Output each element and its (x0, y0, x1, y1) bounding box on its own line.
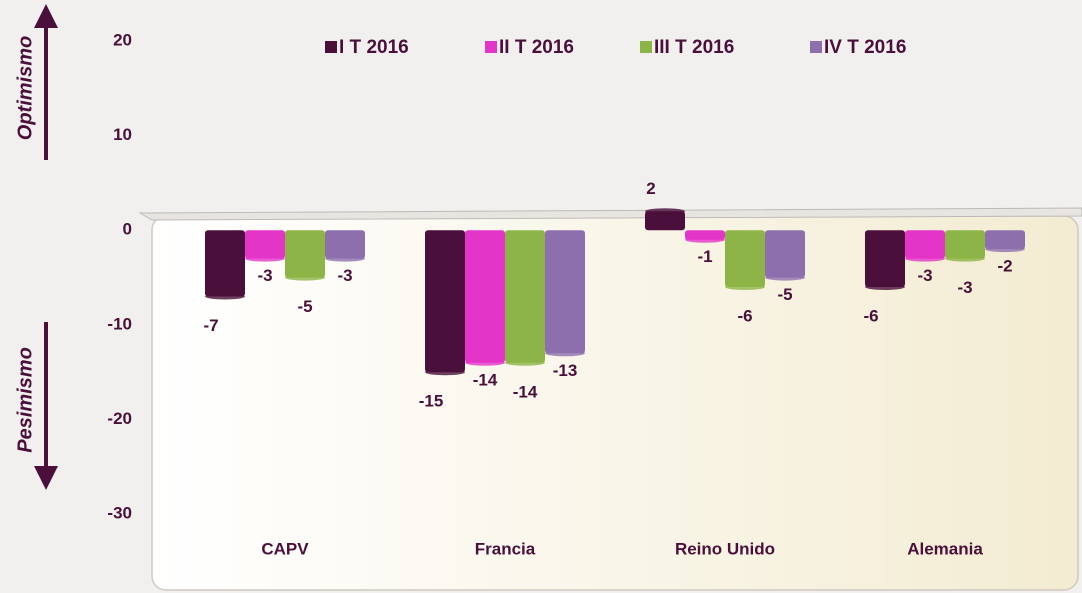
data-label: -14 (473, 370, 498, 389)
bar-end (645, 208, 685, 215)
legend-swatch (640, 41, 652, 53)
bar (465, 230, 505, 363)
x-tick-label: Alemania (907, 539, 983, 558)
data-label: -5 (777, 285, 792, 304)
bar-end (425, 369, 465, 376)
bar-end (985, 246, 1025, 253)
bar-end (865, 284, 905, 291)
data-label: -6 (737, 307, 752, 326)
data-label: -15 (419, 392, 444, 411)
x-tick-label: Francia (475, 539, 536, 558)
data-label: -3 (337, 266, 352, 285)
bar-end (765, 274, 805, 281)
legend-label: II T 2016 (499, 37, 574, 58)
y-tick-label: 10 (113, 125, 132, 144)
bar-end (285, 274, 325, 281)
legend-swatch (810, 41, 822, 53)
data-label: -3 (917, 266, 932, 285)
bar (905, 230, 945, 259)
bar (505, 230, 545, 363)
y-tick-label: -20 (107, 409, 132, 428)
legend-label: III T 2016 (654, 37, 734, 58)
x-tick-label: CAPV (261, 539, 309, 558)
bar-end (505, 359, 545, 366)
legend-label: IV T 2016 (824, 37, 906, 58)
data-label: -1 (697, 247, 712, 266)
bar (725, 230, 765, 288)
data-label: -6 (863, 307, 878, 326)
bar-end (685, 236, 725, 243)
y-tick-label: -10 (107, 314, 132, 333)
y-tick-label: 20 (113, 30, 132, 49)
bar (285, 230, 325, 278)
data-label: -3 (957, 278, 972, 297)
bar (945, 230, 985, 259)
bar-end (905, 255, 945, 262)
bar-end (725, 284, 765, 291)
bar (205, 230, 245, 297)
bar (985, 230, 1025, 250)
bar-end (325, 255, 365, 262)
bar (645, 211, 685, 231)
bar-end (205, 293, 245, 300)
bar-end (945, 255, 985, 262)
y-tick-label: -30 (107, 504, 132, 523)
annotation: Pesimismo (14, 347, 36, 453)
data-label: -14 (513, 382, 538, 401)
legend-swatch (485, 41, 497, 53)
bar (325, 230, 365, 259)
bar (245, 230, 285, 259)
bar-end (465, 359, 505, 366)
data-label: -13 (553, 361, 578, 380)
bar (425, 230, 465, 373)
bar (865, 230, 905, 288)
data-label: -7 (203, 316, 218, 335)
data-label: -2 (997, 257, 1012, 276)
bar-end (245, 255, 285, 262)
bar-end (545, 350, 585, 357)
annotation: Optimismo (14, 36, 36, 140)
data-label: 2 (646, 179, 655, 198)
legend-swatch (325, 41, 337, 53)
bar (765, 230, 805, 278)
x-tick-label: Reino Unido (675, 539, 775, 558)
data-label: -3 (257, 266, 272, 285)
data-label: -5 (297, 297, 312, 316)
y-tick-label: 0 (123, 220, 132, 239)
zero-shelf (138, 207, 1082, 221)
legend-label: I T 2016 (339, 37, 409, 58)
bar (545, 230, 585, 354)
